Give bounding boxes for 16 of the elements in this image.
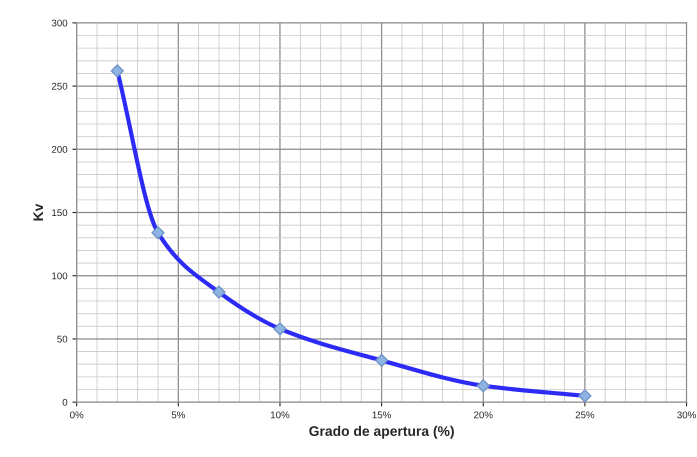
y-tick-label: 150: [52, 209, 68, 216]
y-tick-label: 0: [62, 398, 68, 406]
x-tick-label: 25%: [576, 411, 594, 418]
x-tick-label: 30%: [677, 411, 696, 418]
x-axis-title: Grado de apertura (%): [309, 426, 454, 439]
y-axis-title: Kv: [33, 204, 43, 220]
x-tick-label: 20%: [474, 411, 493, 418]
y-tick-label: 200: [52, 146, 68, 153]
y-tick-label: 300: [52, 20, 68, 26]
x-tick-label: 0%: [70, 411, 84, 418]
y-tick-label: 250: [52, 82, 68, 90]
x-tick-label: 15%: [372, 411, 391, 418]
y-tick-label: 50: [57, 336, 68, 343]
x-tick-label: 5%: [172, 411, 185, 418]
y-tick-label: 100: [52, 272, 68, 280]
x-tick-label: 10%: [270, 411, 290, 418]
